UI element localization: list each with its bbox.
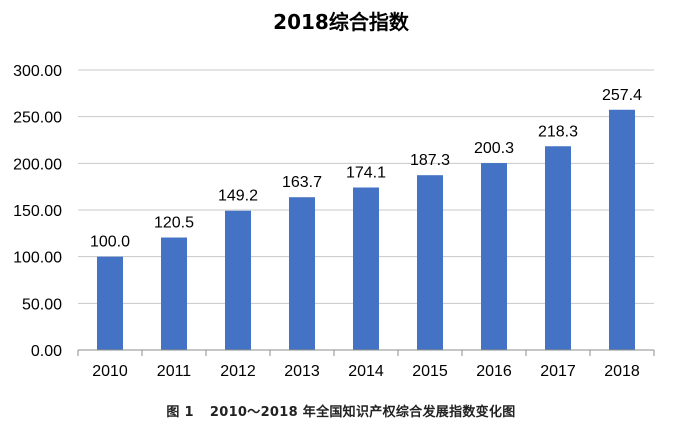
- chart-title: 2018综合指数: [273, 10, 409, 34]
- x-tick-label-2011: 2011: [157, 363, 192, 380]
- x-tick-label-2018: 2018: [604, 363, 640, 380]
- bar-2016: [481, 163, 507, 350]
- y-tick-label: 300.00: [13, 63, 62, 80]
- y-tick-label: 150.00: [13, 203, 62, 220]
- data-label-2012: 149.2: [218, 188, 258, 205]
- x-tick-label-2012: 2012: [220, 363, 256, 380]
- y-tick-label: 100.00: [13, 250, 62, 267]
- x-tick-label-2016: 2016: [476, 363, 512, 380]
- bar-2017: [545, 146, 571, 350]
- x-tick-label-2017: 2017: [540, 363, 576, 380]
- data-label-2018: 257.4: [602, 87, 642, 104]
- data-label-2010: 100.0: [90, 234, 130, 251]
- bar-2010: [97, 256, 123, 350]
- data-label-2014: 174.1: [346, 165, 386, 182]
- x-tick-label-2014: 2014: [348, 363, 384, 380]
- figure-caption: 图 1 2010～2018 年全国知识产权综合发展指数变化图: [0, 401, 682, 420]
- bar-2013: [289, 197, 315, 350]
- x-tick-label-2010: 2010: [92, 363, 128, 380]
- bar-series: [97, 109, 635, 350]
- bar-chart: 0.00 50.00 100.00 150.00 200.00 250.00 300.00 2…: [13, 63, 655, 380]
- axes: 0.00 50.00 100.00 150.00 200.00 250.00 300.00 2…: [13, 63, 655, 380]
- data-label-2017: 218.3: [538, 123, 578, 140]
- data-label-2015: 187.3: [410, 152, 450, 169]
- bar-2012: [225, 210, 251, 350]
- x-tick-label-2015: 2015: [412, 363, 448, 380]
- y-tick-label: 0.00: [31, 343, 62, 360]
- bar-2014: [353, 187, 379, 350]
- bar-2015: [417, 175, 443, 350]
- bar-2011: [161, 237, 187, 350]
- y-tick-label: 50.00: [22, 296, 62, 313]
- figure-number: 图 1: [166, 405, 194, 420]
- x-tick-label-2013: 2013: [284, 363, 320, 380]
- data-label-2013: 163.7: [282, 174, 322, 191]
- data-labels: 100.0 120.5 149.2 163.7 174.1 187.3 200.3 218.3…: [90, 87, 642, 251]
- y-tick-label: 200.00: [13, 156, 62, 173]
- caption-text: 2010～2018 年全国知识产权综合发展指数变化图: [209, 405, 516, 420]
- y-tick-label: 250.00: [13, 110, 62, 127]
- bar-2018: [609, 109, 635, 350]
- data-label-2011: 120.5: [154, 215, 194, 232]
- data-label-2016: 200.3: [474, 140, 514, 157]
